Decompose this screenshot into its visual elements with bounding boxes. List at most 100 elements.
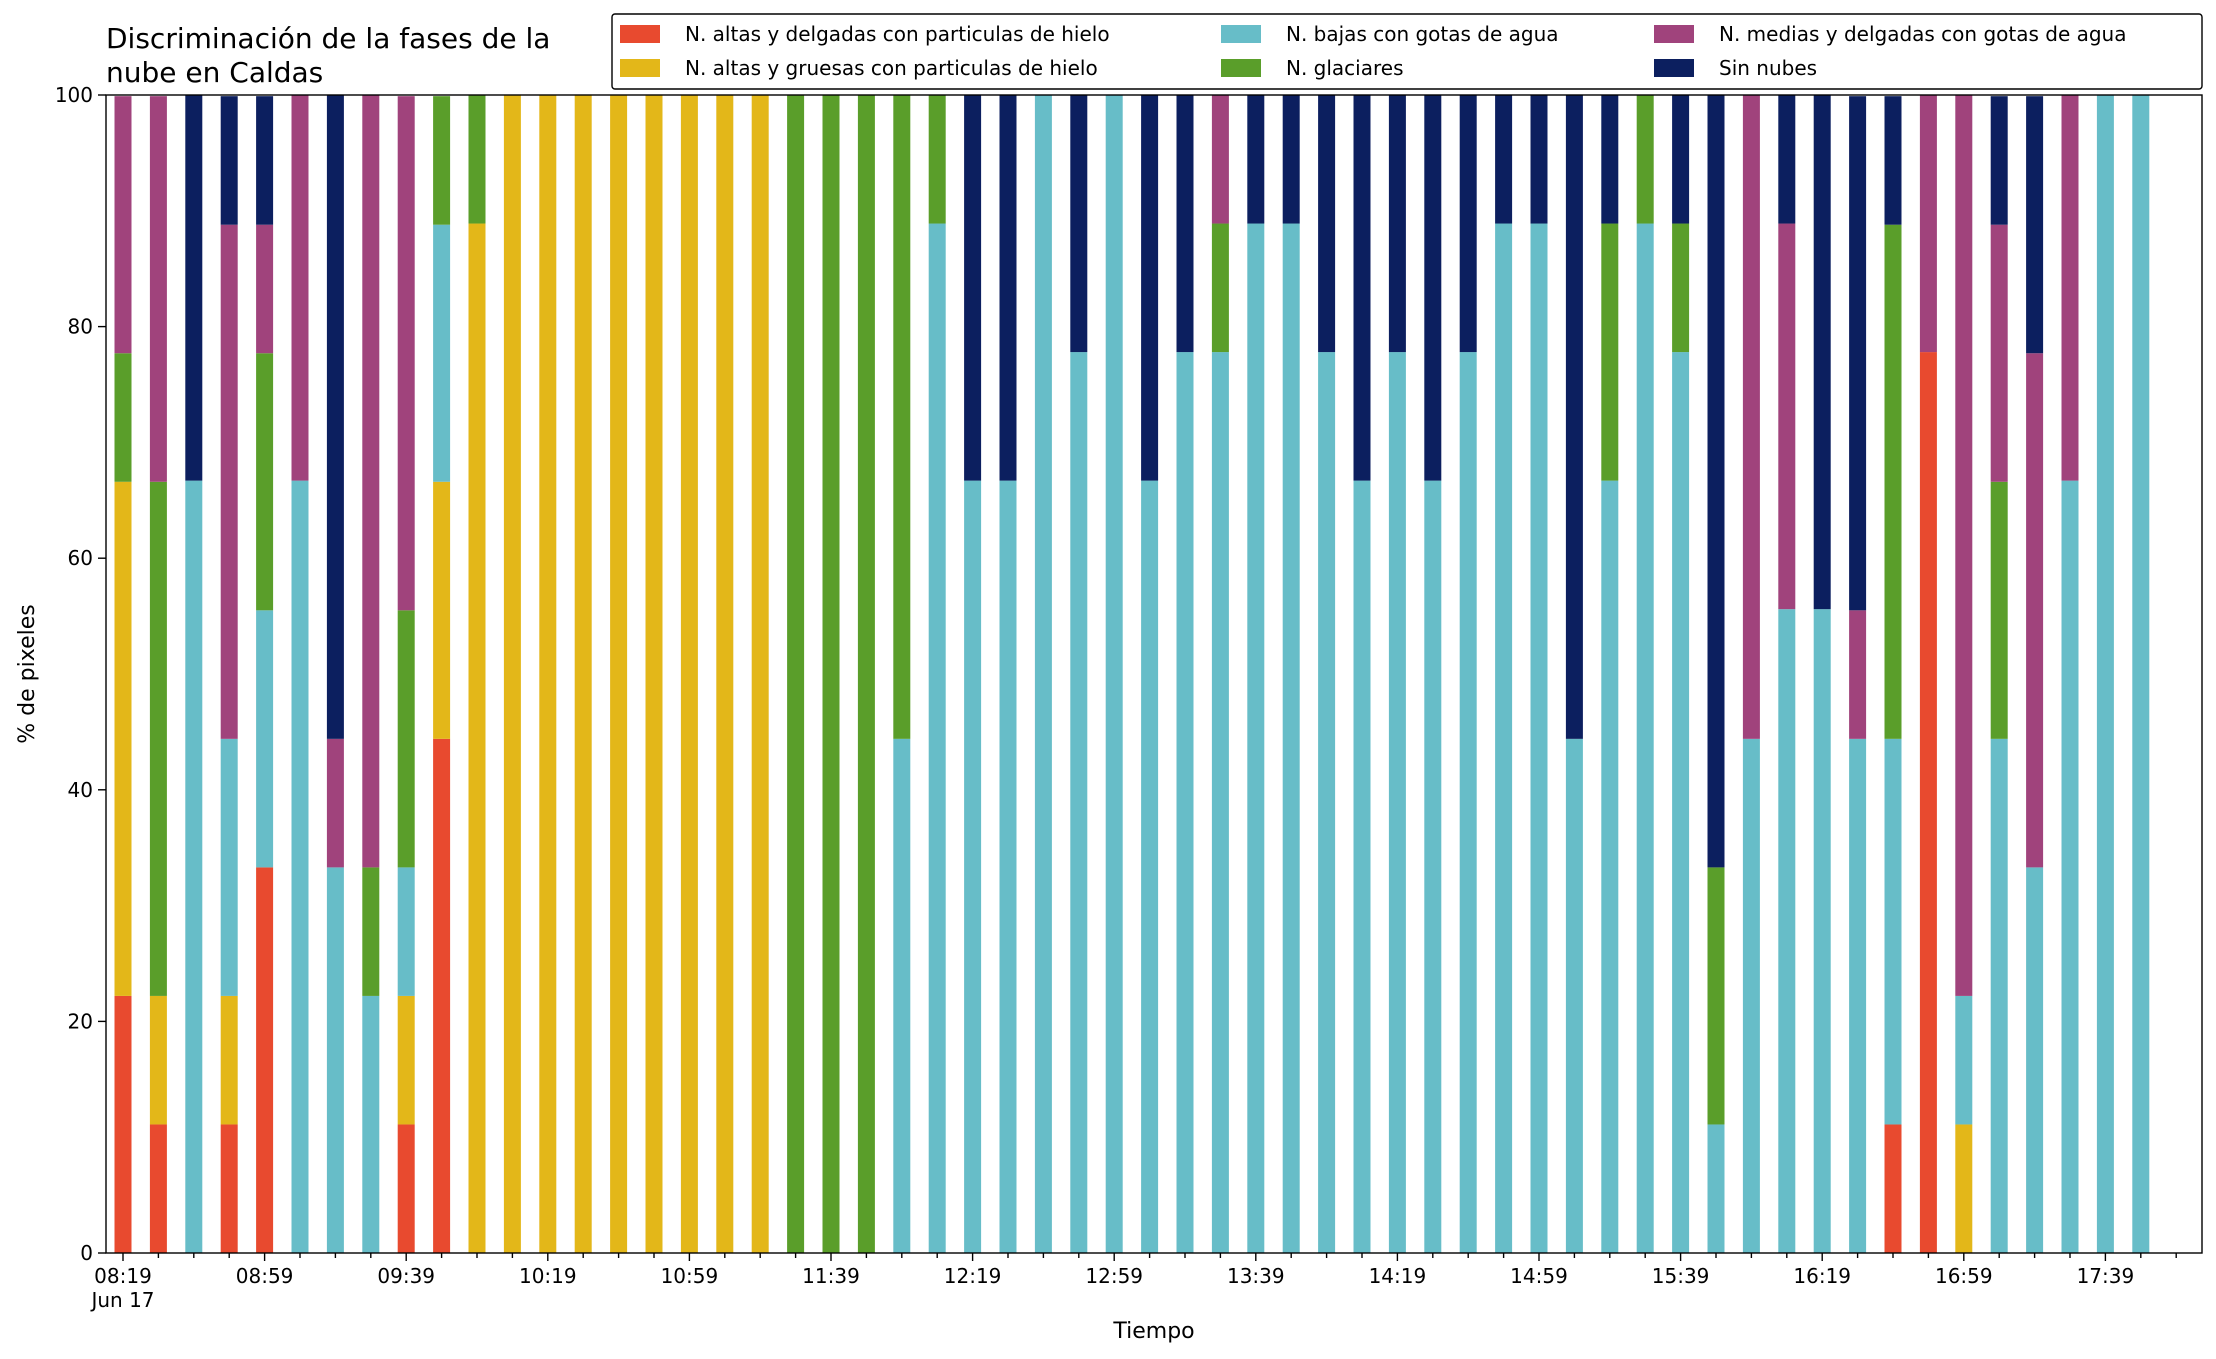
x-sublabel: Jun 17 (89, 1288, 154, 1312)
bar-segment (149, 995, 167, 1125)
bar-segment (185, 480, 203, 1253)
bar-segment (928, 223, 946, 1254)
bar-segment (114, 353, 132, 482)
bar-segment (1636, 223, 1654, 1254)
bar-segment (1778, 95, 1796, 224)
bar-segment (787, 95, 805, 1253)
bar-segment (893, 95, 911, 739)
bar-segment (1247, 95, 1265, 224)
bar-segment (1565, 738, 1583, 1253)
bar-segment (397, 867, 415, 996)
bar-segment (751, 95, 769, 1253)
bar-segment (539, 95, 557, 1253)
bar-segment (1211, 223, 1229, 353)
bar-segment (114, 481, 132, 996)
bar-segment (2026, 353, 2044, 868)
bar-segment (397, 995, 415, 1125)
bar-segment (149, 1124, 167, 1253)
x-tick-label: 08:59 (236, 1264, 294, 1288)
bar-segment (1282, 95, 1300, 224)
bar-segment (1990, 738, 2008, 1253)
bar-segment (1247, 223, 1265, 1254)
bar-segment (1742, 95, 1760, 739)
y-tick-label: 20 (68, 1009, 93, 1033)
x-tick-label: 11:39 (802, 1264, 860, 1288)
chart-title-line: nube en Caldas (106, 56, 323, 89)
bar-segment (1672, 352, 1690, 1253)
bar-segment (1459, 352, 1477, 1253)
bar-segment (1849, 610, 1867, 739)
bar-segment (645, 95, 663, 1253)
bar-segment (2026, 867, 2044, 1253)
bar-segment (149, 96, 167, 482)
bar-segment (1318, 352, 1336, 1253)
y-tick-label: 60 (68, 546, 93, 570)
bar-segment (1884, 738, 1902, 1125)
bar-segment (256, 96, 274, 225)
bar-segment (1601, 95, 1619, 224)
x-tick-label: 16:19 (1793, 1264, 1851, 1288)
bar-segment (326, 95, 344, 739)
bar-segment (999, 480, 1017, 1253)
bar-segment (362, 995, 380, 1253)
bar-segment (256, 353, 274, 611)
bar-segment (503, 95, 521, 1253)
bar-segment (1707, 867, 1725, 1125)
bar-segment (326, 738, 344, 868)
bar-segment (2096, 95, 2114, 1253)
bar-segment (1211, 95, 1229, 224)
bar-segment (362, 95, 380, 868)
legend-label: N. bajas con gotas de agua (1286, 22, 1559, 46)
legend-swatch (1221, 59, 1261, 77)
bar-segment (1530, 223, 1548, 1254)
x-tick-label: 17:39 (2077, 1264, 2135, 1288)
bar-segment (397, 1124, 415, 1253)
bar-segment (1459, 95, 1477, 353)
legend-swatch (620, 25, 660, 43)
x-tick-label: 09:39 (377, 1264, 435, 1288)
bar-segment (468, 223, 486, 1254)
bar-segment (1919, 95, 1937, 353)
y-tick-label: 40 (68, 778, 93, 802)
bar-segment (1141, 480, 1159, 1253)
x-tick-label: 10:19 (519, 1264, 577, 1288)
legend-label: Sin nubes (1719, 56, 1817, 80)
bar-segment (1353, 95, 1371, 481)
bar-segment (1990, 224, 2008, 482)
bar-segment (1672, 95, 1690, 224)
x-tick-label: 14:19 (1369, 1264, 1427, 1288)
bar-segment (964, 95, 982, 481)
bar-segment (716, 95, 734, 1253)
bar-segment (291, 480, 309, 1253)
x-tick-label: 12:19 (944, 1264, 1002, 1288)
legend-swatch (620, 59, 660, 77)
bar-segment (1141, 95, 1159, 481)
bar-segment (433, 738, 451, 1253)
legend-label: N. medias y delgadas con gotas de agua (1719, 22, 2127, 46)
bar-segment (893, 738, 911, 1253)
bar-segment (114, 96, 132, 354)
bar-segment (1849, 96, 1867, 611)
bar-segment (680, 95, 698, 1253)
bar-segment (1778, 223, 1796, 610)
bar-segment (2026, 96, 2044, 354)
bar-segment (326, 867, 344, 1253)
bar-segment (1565, 95, 1583, 739)
bar-segment (1742, 738, 1760, 1253)
bar-segment (291, 95, 309, 481)
x-axis-label: Tiempo (1112, 1319, 1194, 1344)
bar-segment (2061, 95, 2079, 481)
bar-segment (1778, 609, 1796, 1253)
bar-segment (220, 1124, 238, 1253)
bar-segment (1211, 352, 1229, 1253)
bar-segment (1353, 480, 1371, 1253)
legend-swatch (1654, 25, 1694, 43)
bar-segment (1990, 481, 2008, 739)
x-tick-label: 10:59 (661, 1264, 719, 1288)
legend-label: N. glaciares (1286, 56, 1404, 80)
bar-segment (574, 95, 592, 1253)
bar-segment (2132, 95, 2150, 1253)
x-tick-label: 08:19 (94, 1264, 152, 1288)
plot-frame (105, 94, 2203, 1254)
bar-segment (999, 95, 1017, 481)
